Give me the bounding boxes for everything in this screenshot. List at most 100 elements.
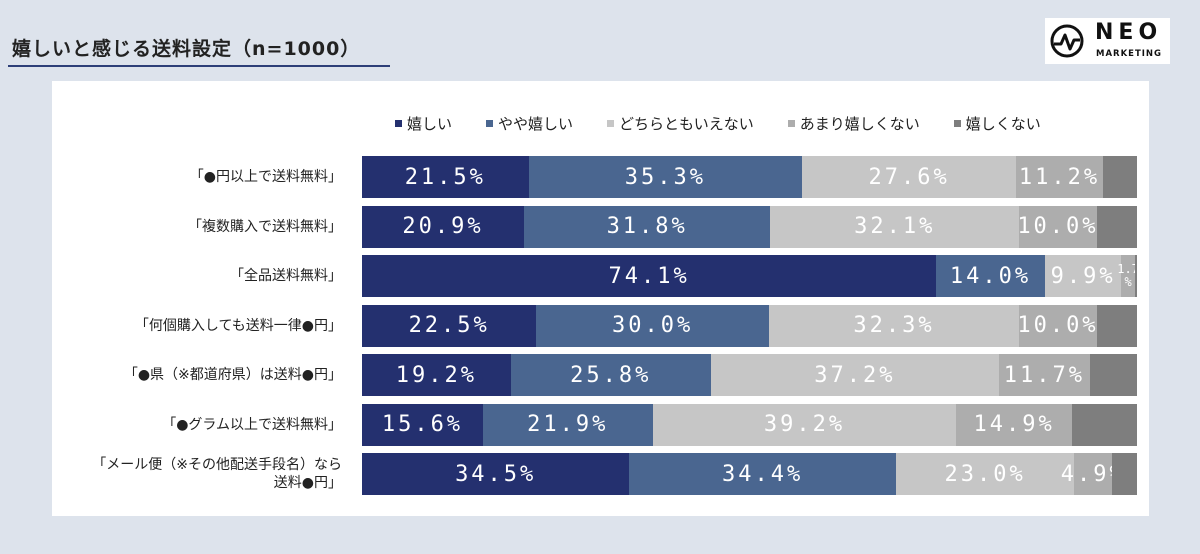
category-label-line: 「メール便（※その他配送手段名）なら [92,457,342,473]
legend-label: 嬉しい [407,114,453,133]
logo-subtext: MARKETING [1096,49,1163,59]
legend-item: あまり嬉しくない [787,113,920,134]
bar-segment: 10.0% [1017,205,1099,248]
bar-row: 21.5% 35.3% 27.6% 11.2% [362,156,1137,198]
category-label: 「メール便（※その他配送手段名）なら送料●円」 [92,456,342,492]
data-label: 30.0% [612,313,694,338]
bar-segment [1096,304,1137,347]
category-label-line: 「複数購入で送料無料」 [188,218,342,235]
bar-segment: 14.0% [936,255,1045,297]
data-label: 19.2% [395,362,478,388]
data-label: 14.9% [973,412,1055,437]
chart-legend: 嬉しい やや嬉しい どちらともいえない あまり嬉しくない 嬉しくない [395,113,1075,133]
bar-segment: 21.9% [482,403,653,446]
bar-segment: 14.9% [956,403,1072,446]
category-label-line: 「何個購入しても送料一律●円」 [134,317,342,334]
bar-segment: 31.8% [523,205,771,248]
legend-swatch [953,119,961,127]
bar-segment: 27.6% [802,156,1017,198]
legend-swatch [395,119,402,127]
bar-segment: 34.4% [629,453,896,495]
bar-segment: 34.5% [362,453,630,495]
data-label: 32.1% [854,214,936,239]
bar-segment [1112,453,1137,495]
bar-segment [1134,255,1137,297]
chart-panel [52,81,1149,516]
data-label: 22.5% [408,313,490,338]
bar-segment: 4.9% [1061,453,1123,495]
bar-segment [1071,403,1137,446]
legend-item: 嬉しくない [953,113,1041,134]
data-label: 35.3% [624,164,707,190]
neo-marketing-logo: NEO MARKETING [1045,18,1170,64]
bar-segment: 15.6% [362,403,483,446]
bar-row: 19.2% 25.8% 37.2% 11.7% [362,354,1137,396]
bar-segment [1096,205,1137,248]
legend-swatch [607,119,615,127]
data-label: 10.0% [1017,313,1099,338]
category-label: 「全品送料無料」 [230,267,342,285]
bar-segment: 20.9% [362,205,524,248]
category-label-line: 「●グラム以上で送料無料」 [162,416,342,433]
category-label-line: 「●円以上で送料無料」 [189,169,342,185]
data-label: 37.2% [814,362,896,388]
category-label-line: 「全品送料無料」 [230,268,342,284]
legend-label: あまり嬉しくない [799,114,920,133]
legend-item: どちらともいえない [607,113,754,134]
bar-segment: 11.7% [999,354,1090,396]
bar-row: 34.5% 34.4% 23.0% 4.9% [362,453,1137,495]
bar-segment: 22.5% [362,304,537,347]
bar-segment [1089,354,1137,396]
legend-label: 嬉しくない [965,114,1041,133]
data-label: 11.2% [1018,164,1101,190]
data-label: 74.1% [608,263,690,289]
legend-item: やや嬉しい [486,113,573,134]
legend-label: どちらともいえない [619,114,754,133]
category-label: 「●円以上で送料無料」 [190,168,342,186]
data-label: 9.9% [1050,263,1116,289]
data-label: 1.7% [1117,262,1139,289]
data-label: 34.5% [455,461,537,487]
category-label-line: 送料●円」 [273,475,342,491]
category-label: 「●グラム以上で送料無料」 [162,416,342,434]
data-label: 34.4% [722,461,804,487]
data-label: 27.6% [868,164,950,190]
data-label: 23.0% [944,461,1026,487]
bar-row: 74.1% 14.0% 9.9% 1.7% [362,255,1139,297]
logo-text: NEO [1095,20,1163,45]
data-label: 32.3% [853,313,935,338]
bar-row: 20.9% 31.8% 32.1% 10.0% [362,205,1137,248]
bar-segment: 10.0% [1017,304,1099,347]
data-label: 11.7% [1003,362,1085,388]
data-label: 14.0% [949,263,1032,289]
data-label: 21.9% [527,412,609,437]
bar-segment: 32.1% [770,205,1020,248]
data-label: 21.5% [404,164,486,190]
legend-item: 嬉しい [395,113,452,134]
bar-segment: 39.2% [652,403,957,446]
bar-segment: 32.3% [768,304,1020,347]
category-label: 「何個購入しても送料一律●円」 [135,317,342,335]
data-label: 10.0% [1017,214,1099,239]
category-label: 「●県（※都道府県）は送料●円」 [124,366,342,384]
data-label: 20.9% [402,214,484,239]
bar-segment: 21.5% [362,156,529,198]
bar-segment: 35.3% [528,156,803,198]
bar-segment: 25.8% [510,354,711,396]
bar-segment: 30.0% [536,304,769,347]
title-underline [8,65,390,67]
data-label: 25.8% [570,362,652,388]
bar-row: 15.6% 21.9% 39.2% 14.9% [362,403,1137,446]
bar-segment: 11.2% [1016,156,1103,198]
bar-segment [1102,156,1137,198]
data-label: 15.6% [381,412,464,437]
bar-segment: 9.9% [1044,255,1122,297]
bar-segment: 37.2% [710,354,1000,396]
category-label: 「複数購入で送料無料」 [188,218,342,236]
bar-segment: 1.7% [1117,255,1139,297]
logo-mark-icon [1050,24,1084,58]
bar-segment: 19.2% [362,354,511,396]
chart-title: 嬉しいと感じる送料設定（n=1000） [12,38,361,60]
legend-label: やや嬉しい [498,114,574,133]
category-label-line: 「●県（※都道府県）は送料●円」 [123,367,342,383]
